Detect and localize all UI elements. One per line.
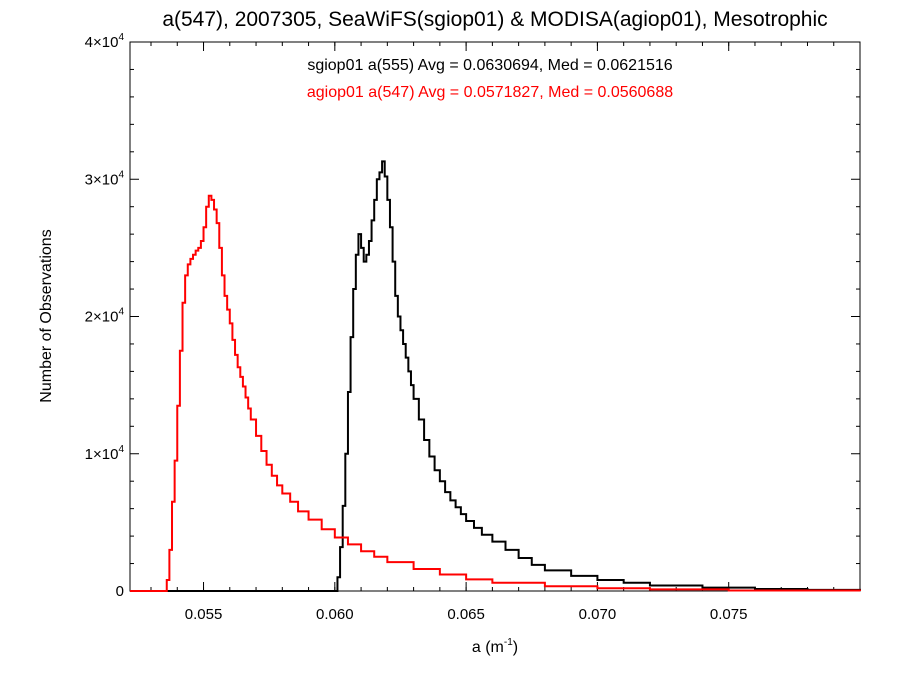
x-axis-label: a (m-1) (472, 637, 518, 656)
plot-frame (129, 41, 861, 592)
x-tick-label: 0.055 (185, 606, 223, 623)
x-tick-label: 0.060 (316, 606, 354, 623)
y-tick-label: 4×104 (85, 32, 125, 51)
series-line-1 (130, 160, 861, 592)
y-axis-label: Number of Observations (38, 229, 55, 402)
y-tick-label: 0 (116, 583, 124, 600)
x-tick-label: 0.070 (579, 606, 617, 623)
chart-title: a(547), 2007305, SeaWiFS(sgiop01) & MODI… (162, 8, 827, 31)
y-tick-label: 1×104 (85, 444, 125, 463)
series-line-2 (130, 194, 861, 592)
x-tick-label: 0.075 (710, 606, 748, 623)
annotation-1: sgiop01 a(555) Avg = 0.0630694, Med = 0.… (307, 57, 672, 74)
annotation-2: agiop01 a(547) Avg = 0.0571827, Med = 0.… (307, 84, 673, 101)
y-tick-label: 3×104 (85, 169, 125, 188)
x-tick-label: 0.065 (447, 606, 485, 623)
y-tick-label: 2×104 (85, 307, 125, 326)
